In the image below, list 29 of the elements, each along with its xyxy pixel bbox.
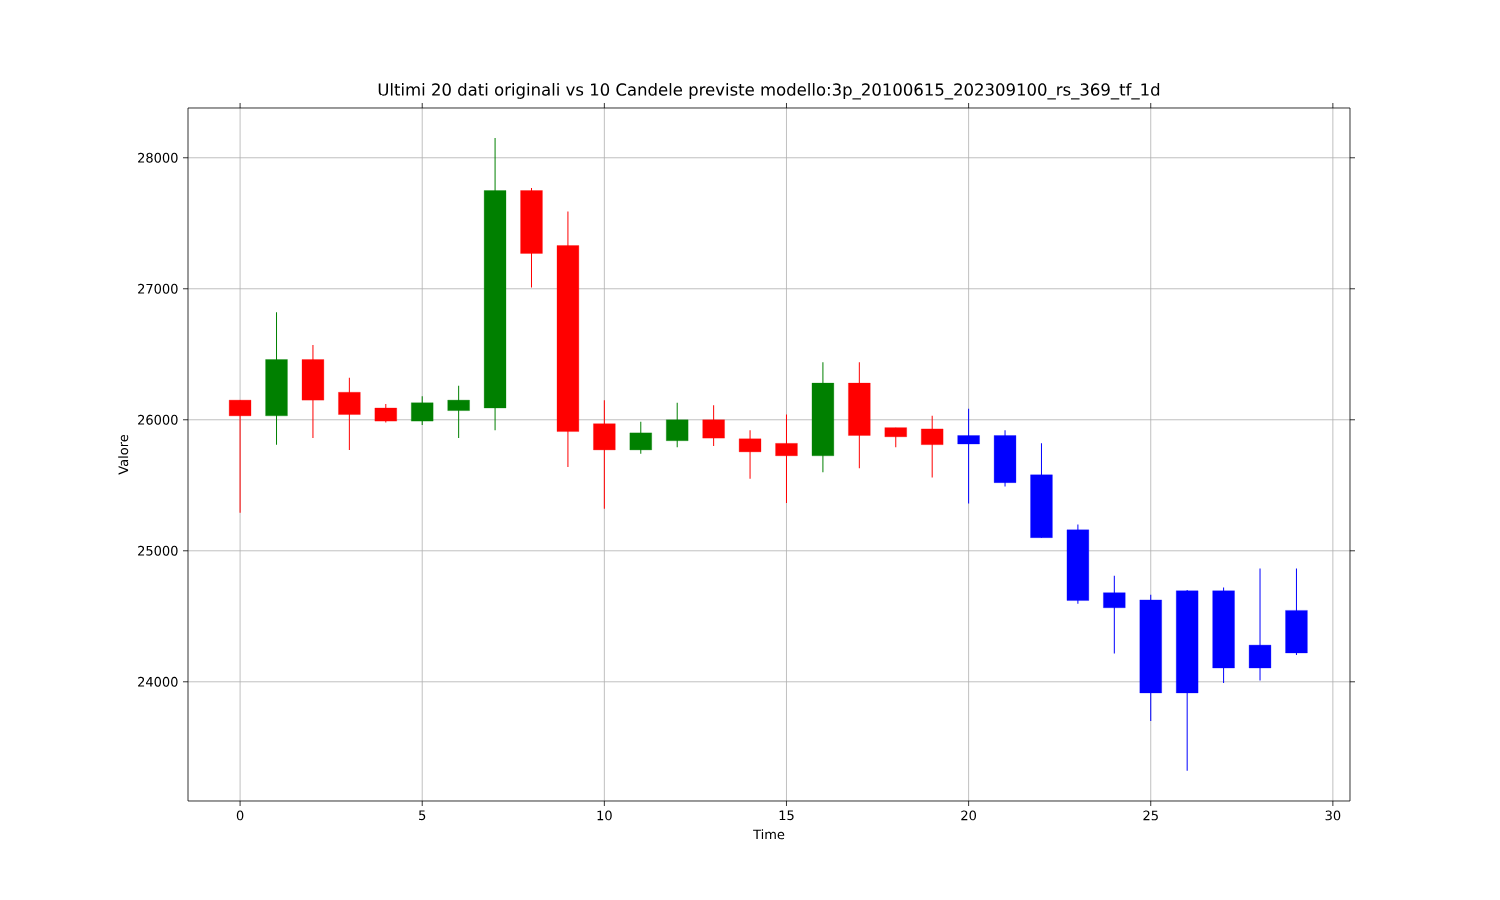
x-tick-label: 20	[961, 810, 977, 821]
candlestick	[1248, 567, 1272, 681]
candlestick	[884, 427, 907, 448]
y-tick-label: 27000	[138, 283, 178, 294]
candlestick	[629, 421, 652, 455]
x-tick-label: 25	[1143, 810, 1158, 821]
x-tick-label: 15	[779, 810, 794, 821]
candlestick	[411, 395, 434, 426]
candlestick	[702, 404, 725, 447]
candlestick	[666, 402, 689, 448]
candlestick	[229, 399, 252, 514]
chart-title: Ultimi 20 dati originali vs 10 Candele previste modello:3p_20100615_202309100_rs_369_tf_1d	[378, 83, 1160, 100]
candlestick	[921, 415, 944, 478]
y-tick-label: 28000	[138, 152, 178, 163]
candlestick	[957, 408, 980, 505]
y-tick-label: 26000	[138, 414, 178, 425]
y-tick-label: 24000	[138, 676, 178, 687]
candlestick	[447, 385, 470, 439]
y-tick-label: 25000	[138, 545, 178, 556]
x-tick-label: 5	[419, 810, 426, 821]
candlestick	[338, 377, 361, 451]
candlestick	[775, 414, 798, 504]
candlestick	[738, 429, 762, 480]
x-tick-label: 0	[236, 810, 244, 821]
x-axis-title: Time	[753, 829, 785, 840]
x-tick-label: 10	[597, 810, 612, 821]
x-tick-label: 30	[1325, 810, 1341, 821]
candlestick	[1103, 575, 1126, 655]
y-axis-title: Valore	[118, 434, 129, 475]
